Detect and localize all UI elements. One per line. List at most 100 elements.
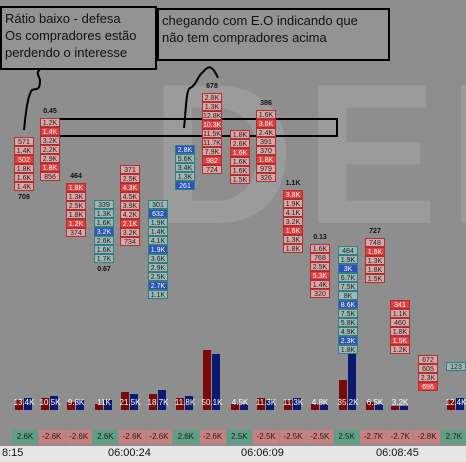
footprint-cell: 5.8K [338, 318, 358, 327]
footprint-cell: 696 [418, 382, 438, 391]
footprint-cell: 856 [40, 172, 60, 181]
volume-label: 50.1K [201, 398, 223, 407]
delta-label: 2.5K [333, 430, 360, 444]
footprint-cell: 1.5K [230, 175, 250, 184]
footprint-cell: 1.8K [338, 345, 358, 354]
footprint-cell: 2.3K [418, 373, 438, 382]
volume-label: 13.4K [13, 398, 35, 407]
footprint-cell: 3.9K [120, 201, 140, 210]
footprint-cell: 1.3K [94, 209, 114, 218]
footprint-cell: 1.7K [94, 254, 114, 263]
footprint-cell: 371 [120, 165, 140, 174]
footprint-cell: 1.9K [283, 199, 303, 208]
annotation-line: Rátio baixo - defesa [5, 11, 121, 26]
volume-bar-buy [50, 396, 58, 410]
volume-bar-sell [203, 350, 211, 410]
footprint-cell: 11.7K [202, 138, 222, 147]
volume-bar-sell [149, 394, 157, 410]
volume-bar-buy [400, 406, 408, 410]
volume-label: 4.5K [231, 398, 249, 407]
footprint-cell: 2.5K [148, 272, 168, 281]
delta-label: -2.5K [280, 430, 306, 444]
footprint-cell: 8K [338, 291, 358, 300]
footprint-cell: 8.6K [338, 300, 358, 309]
footprint-cell: 1.8K [230, 130, 250, 139]
footprint-cell: 1.6K [230, 166, 250, 175]
footprint-cell: 339 [94, 200, 114, 209]
annotation-line: não tem compradores acima [162, 30, 327, 45]
column-top-label: 464 [70, 173, 82, 180]
footprint-cell: 2.5K [310, 262, 330, 271]
volume-label: 11.8K [174, 398, 196, 407]
volume-label: 9.8K [67, 398, 85, 407]
footprint-cell: 370 [256, 146, 276, 155]
footprint-cell: 2.2K [40, 145, 60, 154]
delta-label: -2.6K [38, 430, 65, 444]
volume-bar-sell [284, 400, 292, 410]
footprint-cell: 7.9K [202, 147, 222, 156]
footprint-cell: 2.9K [148, 263, 168, 272]
volume-bar-sell [95, 404, 103, 410]
volume-bar-buy [24, 398, 32, 410]
volume-bar-buy [320, 404, 328, 410]
footprint-cell: 2.8K [175, 145, 195, 154]
footprint-cell: 1.6K [230, 157, 250, 166]
column-bottom-label: 708 [18, 194, 30, 201]
column-top-label: 1.1K [285, 180, 301, 187]
footprint-cell: 11.5K [202, 129, 222, 138]
footprint-cell: 4.5K [120, 192, 140, 201]
footprint-cell: 2.9K [40, 154, 60, 163]
footprint-cell: 320 [310, 289, 330, 298]
column-top-label: 0.45 [43, 108, 57, 115]
footprint-cell: 632 [148, 209, 168, 218]
volume-label: 11K [97, 398, 111, 407]
volume-bar-buy [130, 394, 138, 410]
volume-bar-sell [339, 380, 347, 410]
time-label: 06:00:24 [108, 447, 151, 459]
footprint-cell: 460 [390, 318, 410, 327]
volume-bar-sell [121, 392, 129, 410]
footprint-cell: 2.6K [230, 139, 250, 148]
footprint-cell: 1.3K [175, 172, 195, 181]
footprint-cell: 1.4K [40, 127, 60, 136]
footprint-cell: 7.5K [338, 282, 358, 291]
volume-bar-sell [15, 400, 23, 410]
footprint-cell: 1.6K [283, 226, 303, 235]
volume-label: 12.4K [445, 398, 466, 407]
footprint-cell: 4.2K [120, 210, 140, 219]
column-top-label: 386 [260, 100, 272, 107]
volume-label: 11.3K [255, 398, 277, 407]
footprint-cell: 261 [175, 181, 195, 190]
footprint-cell: 2.7K [148, 281, 168, 290]
footprint-cell: 3.6K [148, 254, 168, 263]
footprint-cell: 2.8K [202, 93, 222, 102]
footprint-cell: 3.2K [40, 136, 60, 145]
time-label: 06:08:45 [376, 447, 419, 459]
volume-bar-sell [257, 398, 265, 410]
footprint-cell: 4.1K [148, 236, 168, 245]
footprint-cell: 979 [256, 164, 276, 173]
delta-label: -2.5K [253, 430, 280, 444]
footprint-cell: 374 [66, 228, 86, 237]
footprint-cell: 1.1K [390, 309, 410, 318]
volume-label: 35.2K [337, 398, 359, 407]
footprint-cell: 12.8K [202, 111, 222, 120]
footprint-cell: 301 [148, 200, 168, 209]
volume-bar-buy [375, 404, 383, 410]
footprint-cell: 1.6K [230, 148, 250, 157]
footprint-cell: 1.8K [66, 183, 86, 192]
footprint-cell: 1.5K [390, 336, 410, 345]
volume-bar-buy [456, 398, 464, 410]
delta-label: -2.7K [387, 430, 414, 444]
footprint-cell: 7.5K [338, 309, 358, 318]
volume-label: 11.3K [282, 398, 304, 407]
volume-bar-buy [293, 398, 301, 410]
footprint-cell: 1.8K [14, 164, 34, 173]
delta-label: 2.5K [226, 430, 253, 444]
column-bottom-label: 0.67 [97, 266, 111, 273]
footprint-cell: 3.2K [283, 217, 303, 226]
footprint-cell: 1.8K [40, 163, 60, 172]
footprint-cell: 4.9K [338, 327, 358, 336]
volume-bar-sell [231, 404, 239, 410]
